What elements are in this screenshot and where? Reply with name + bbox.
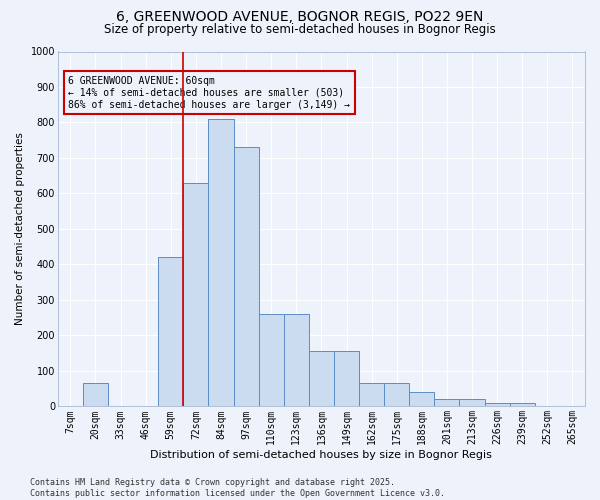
Bar bbox=[434, 400, 460, 406]
Bar bbox=[284, 314, 309, 406]
Text: Size of property relative to semi-detached houses in Bognor Regis: Size of property relative to semi-detach… bbox=[104, 22, 496, 36]
Bar bbox=[359, 384, 384, 406]
X-axis label: Distribution of semi-detached houses by size in Bognor Regis: Distribution of semi-detached houses by … bbox=[151, 450, 493, 460]
Bar bbox=[208, 119, 233, 406]
Bar bbox=[259, 314, 284, 406]
Bar bbox=[158, 258, 184, 406]
Bar bbox=[309, 352, 334, 406]
Text: 6, GREENWOOD AVENUE, BOGNOR REGIS, PO22 9EN: 6, GREENWOOD AVENUE, BOGNOR REGIS, PO22 … bbox=[116, 10, 484, 24]
Text: 6 GREENWOOD AVENUE: 60sqm
← 14% of semi-detached houses are smaller (503)
86% of: 6 GREENWOOD AVENUE: 60sqm ← 14% of semi-… bbox=[68, 76, 350, 110]
Bar bbox=[409, 392, 434, 406]
Y-axis label: Number of semi-detached properties: Number of semi-detached properties bbox=[15, 132, 25, 326]
Bar bbox=[485, 403, 509, 406]
Bar bbox=[460, 400, 485, 406]
Bar bbox=[83, 384, 108, 406]
Bar bbox=[509, 403, 535, 406]
Bar bbox=[384, 384, 409, 406]
Bar bbox=[233, 148, 259, 406]
Bar bbox=[184, 183, 208, 406]
Bar bbox=[334, 352, 359, 406]
Text: Contains HM Land Registry data © Crown copyright and database right 2025.
Contai: Contains HM Land Registry data © Crown c… bbox=[30, 478, 445, 498]
